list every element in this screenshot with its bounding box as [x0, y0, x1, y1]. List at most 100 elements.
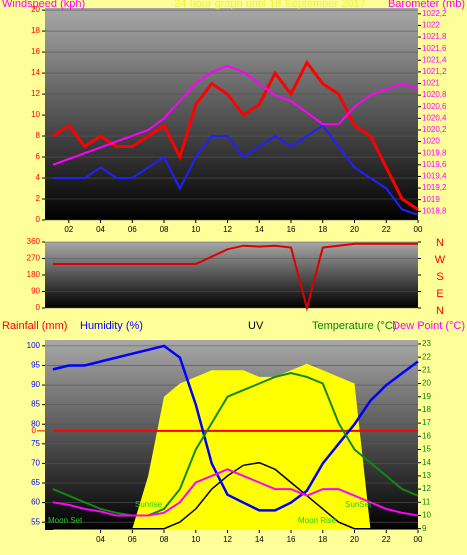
- y2-tick-label: 1019,2: [422, 183, 447, 192]
- x-tick-label: 12: [223, 225, 232, 234]
- y-axis-label: Windspeed (kph): [2, 0, 85, 10]
- y3-tick-label: 0: [32, 426, 37, 435]
- x-tick-label: 04: [96, 535, 105, 544]
- axis-label: Humidity (%): [80, 320, 143, 332]
- line: [52, 344, 419, 512]
- y-tick-label: 4: [36, 173, 41, 182]
- y-tick-label: 100: [27, 341, 41, 350]
- line: [52, 59, 419, 211]
- y2-tick-label: 1020,8: [422, 90, 447, 99]
- y-tick-label: 10: [31, 110, 40, 119]
- x-tick-label: 10: [191, 535, 200, 544]
- y2-tick-label: E: [436, 288, 443, 300]
- y-tick-label: 65: [31, 478, 40, 487]
- y2-tick-label: N: [436, 237, 444, 249]
- y2-tick-label: N: [436, 305, 444, 317]
- x-tick-label: 16: [287, 225, 296, 234]
- axis-label: Dew Point (°C): [392, 320, 465, 332]
- x-tick-label: 20: [350, 225, 359, 234]
- y-tick-label: 80: [31, 419, 40, 428]
- y-tick-label: 0: [36, 303, 41, 312]
- y2-axis-label: Barometer (mb): [388, 0, 465, 10]
- x-tick-label: 12: [223, 535, 232, 544]
- x-tick-label: 20: [350, 535, 359, 544]
- x-tick-label: 00: [414, 225, 423, 234]
- x-tick-label: 10: [191, 225, 200, 234]
- x-tick-label: 14: [255, 535, 264, 544]
- y-tick-label: 6: [36, 152, 41, 161]
- x-tick-label: 18: [318, 225, 327, 234]
- y-tick-label: 55: [31, 517, 40, 526]
- y-tick-label: 75: [31, 439, 40, 448]
- y2-tick-label: 23: [422, 339, 431, 348]
- y2-tick-label: 11: [422, 497, 431, 506]
- x-tick-label: 16: [287, 535, 296, 544]
- y-tick-label: 95: [31, 361, 40, 370]
- line: [52, 242, 418, 312]
- y-tick-label: 16: [31, 47, 40, 56]
- y2-tick-label: 1021,8: [422, 32, 447, 41]
- line: [52, 65, 419, 166]
- axis-label: Rainfall (mm): [2, 320, 67, 332]
- y-tick-label: 60: [31, 498, 40, 507]
- x-tick-label: 00: [414, 535, 423, 544]
- y2-tick-label: 22: [422, 352, 431, 361]
- x-tick-label: 08: [160, 535, 169, 544]
- chart-title: 24 hour graph until 18 September 2017: [174, 0, 365, 10]
- axis-label: Temperature (°C): [312, 320, 396, 332]
- plot-area: [45, 8, 418, 220]
- y-tick-label: 20: [31, 5, 40, 14]
- y2-tick-label: 1021,4: [422, 55, 447, 64]
- y2-tick-label: 16: [422, 431, 431, 440]
- y-tick-label: 90: [31, 287, 40, 296]
- y2-tick-label: 1018,8: [422, 206, 447, 215]
- x-tick-label: 18: [318, 535, 327, 544]
- y-tick-label: 12: [31, 89, 40, 98]
- x-tick-label: 02: [64, 225, 73, 234]
- y2-tick-label: 17: [422, 418, 431, 427]
- y2-tick-label: 19: [422, 392, 431, 401]
- y2-tick-label: 1019,8: [422, 148, 447, 157]
- y2-tick-label: 1020,6: [422, 102, 447, 111]
- y2-tick-label: W: [435, 254, 446, 266]
- y-tick-label: 14: [31, 68, 40, 77]
- y-tick-label: 8: [36, 131, 41, 140]
- y-tick-label: 18: [31, 26, 40, 35]
- y2-tick-label: S: [436, 271, 443, 283]
- y2-tick-label: 1019: [422, 195, 440, 204]
- y2-tick-label: 14: [422, 458, 431, 467]
- x-tick-label: 06: [128, 535, 137, 544]
- line: [52, 124, 419, 216]
- line: [52, 371, 419, 517]
- y2-tick-label: 13: [422, 471, 431, 480]
- y-tick-label: 360: [27, 237, 41, 246]
- axis-label: UV: [248, 320, 264, 332]
- x-tick-label: 06: [128, 225, 137, 234]
- x-tick-label: 22: [382, 225, 391, 234]
- y2-tick-label: 1022,2: [422, 9, 447, 18]
- x-tick-label: 04: [96, 225, 105, 234]
- y2-tick-label: 9: [422, 524, 427, 533]
- x-tick-label: 14: [255, 225, 264, 234]
- y2-tick-label: 10: [422, 511, 431, 520]
- y-tick-label: 90: [31, 380, 40, 389]
- y2-tick-label: 1021,6: [422, 44, 447, 53]
- y2-tick-label: 1019,6: [422, 160, 447, 169]
- annotation: Moon Set: [48, 516, 83, 525]
- annotation: Moon Rise: [298, 516, 337, 525]
- y2-tick-label: 15: [422, 445, 431, 454]
- line: [52, 468, 419, 517]
- annotation: SunSet: [345, 500, 372, 509]
- y2-tick-label: 1021,2: [422, 67, 447, 76]
- y2-tick-label: 1022: [422, 21, 440, 30]
- y2-tick-label: 21: [422, 365, 431, 374]
- y2-tick-label: 1020,2: [422, 125, 447, 134]
- y2-tick-label: 1021: [422, 79, 440, 88]
- y-tick-label: 2: [36, 194, 41, 203]
- y-tick-label: 85: [31, 400, 40, 409]
- y-tick-label: 270: [27, 254, 41, 263]
- line: [52, 461, 418, 530]
- y2-tick-label: 1019,4: [422, 172, 447, 181]
